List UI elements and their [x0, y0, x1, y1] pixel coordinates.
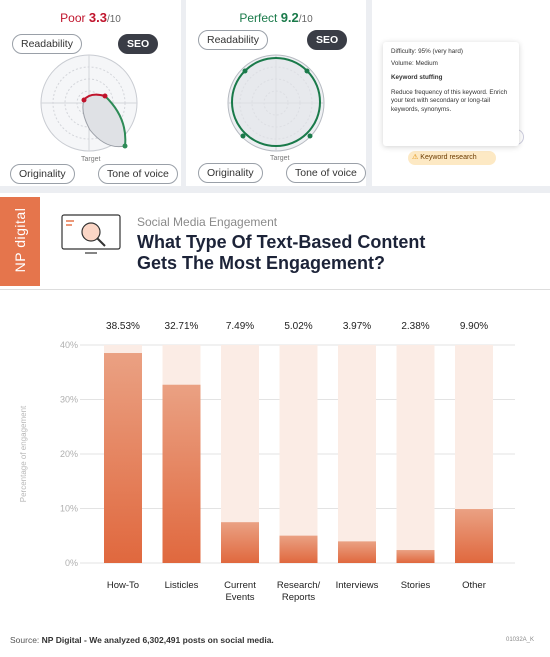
- warning-icon: ⚠: [412, 154, 419, 161]
- source-description: - We analyzed 6,302,491 posts on social …: [81, 635, 274, 645]
- seo-pill[interactable]: SEO: [307, 30, 348, 50]
- x-tick-label: Interviews: [336, 580, 379, 591]
- bar: [338, 541, 376, 563]
- target-label: Target: [81, 156, 101, 163]
- x-tick-label: Events: [225, 592, 254, 603]
- y-tick-label: 30%: [60, 395, 78, 405]
- score-readout: Poor 3.3/10: [0, 10, 181, 25]
- brand-text: NP digital: [12, 207, 28, 273]
- volume-text: Volume: Medium: [391, 59, 438, 67]
- y-tick-label: 10%: [60, 504, 78, 514]
- monitor-search-icon: [61, 214, 121, 254]
- score-word: Perfect: [239, 11, 278, 25]
- bar: [162, 384, 201, 563]
- bar-value-label: 7.49%: [226, 321, 254, 332]
- x-tick-label: Reports: [282, 592, 316, 603]
- y-tick-label: 40%: [60, 340, 78, 350]
- x-tick-label: Research/: [277, 580, 321, 591]
- bar-value-label: 5.02%: [284, 321, 312, 332]
- x-tick-label: Current: [224, 580, 256, 591]
- radar-point: [242, 68, 248, 74]
- document-code: 01032A_K: [506, 637, 535, 643]
- bar-value-label: 9.90%: [460, 321, 488, 332]
- source-prefix: Source:: [10, 635, 40, 645]
- tone-of-voice-pill[interactable]: Tone of voice: [286, 163, 366, 183]
- engagement-bar-chart: 0% 10% 20% 30% 40% Percentage of engagement 38…: [19, 321, 515, 603]
- y-tick-label: 20%: [60, 449, 78, 459]
- score-denominator: /10: [106, 14, 121, 25]
- readability-pill[interactable]: Readability: [198, 30, 268, 50]
- y-axis-label: Percentage of engagement: [19, 405, 28, 502]
- radar-chart-poor: [40, 54, 138, 152]
- x-tick-label: Other: [462, 580, 486, 591]
- keyword-research-chip[interactable]: ⚠ Keyword research: [408, 151, 496, 165]
- radar-point: [304, 68, 310, 74]
- score-value: 3.3: [88, 10, 107, 25]
- bar: [104, 353, 142, 563]
- x-tick-label: Listicles: [165, 580, 199, 591]
- score-word: Poor: [60, 11, 86, 25]
- score-panel-poor: Poor 3.3/10 Readability SEO Originality …: [0, 0, 181, 186]
- np-digital-logo: NP digital: [0, 197, 40, 286]
- readability-pill[interactable]: Readability: [12, 34, 82, 54]
- bar-background: [279, 345, 318, 563]
- keyword-research-label: Keyword research: [420, 154, 477, 161]
- difficulty-text: Difficulty: 95% (very hard): [391, 48, 463, 55]
- tone-of-voice-pill[interactable]: Tone of voice: [98, 164, 178, 184]
- radar-point: [102, 93, 108, 99]
- score-denominator: /10: [298, 14, 313, 25]
- tooltip-heading: Keyword stuffing: [391, 74, 443, 81]
- bar-value-label: 32.71%: [165, 321, 199, 332]
- score-panel-perfect: Perfect 9.2/10 Readability SEO Originali…: [186, 0, 366, 186]
- source-org: NP Digital: [41, 635, 82, 645]
- score-readout: Perfect 9.2/10: [186, 10, 366, 25]
- bar-value-label: 2.38%: [401, 321, 429, 332]
- score-value: 9.2: [280, 10, 299, 25]
- keyword-tooltip: Difficulty: 95% (very hard) Volume: Medi…: [383, 42, 519, 146]
- radar-point: [307, 133, 313, 139]
- target-label: Target: [270, 155, 290, 162]
- bar: [221, 522, 259, 563]
- source-note: Source: NP Digital - We analyzed 6,302,4…: [10, 635, 274, 645]
- bar-value-label: 3.97%: [343, 321, 371, 332]
- bar-background: [396, 345, 435, 563]
- infographic-subtitle: Social Media Engagement: [137, 215, 278, 229]
- originality-pill[interactable]: Originality: [198, 163, 263, 183]
- bar-background: [338, 345, 376, 563]
- seo-pill[interactable]: SEO: [118, 34, 159, 54]
- originality-pill[interactable]: Originality: [10, 164, 75, 184]
- bar-value-label: 38.53%: [106, 321, 140, 332]
- radar-point: [81, 97, 87, 103]
- tooltip-body: Reduce frequency of this keyword. Enrich…: [391, 88, 508, 113]
- bar: [455, 509, 493, 563]
- y-tick-label: 0%: [65, 558, 78, 568]
- radar-point: [240, 133, 246, 139]
- bar: [396, 550, 435, 563]
- x-tick-label: Stories: [401, 580, 431, 591]
- radar-chart-perfect: [227, 54, 325, 152]
- x-tick-label: How-To: [107, 580, 139, 591]
- infographic-title: What Type Of Text-Based Content Gets The…: [137, 232, 426, 273]
- bar: [279, 535, 318, 563]
- radar-point: [122, 143, 128, 149]
